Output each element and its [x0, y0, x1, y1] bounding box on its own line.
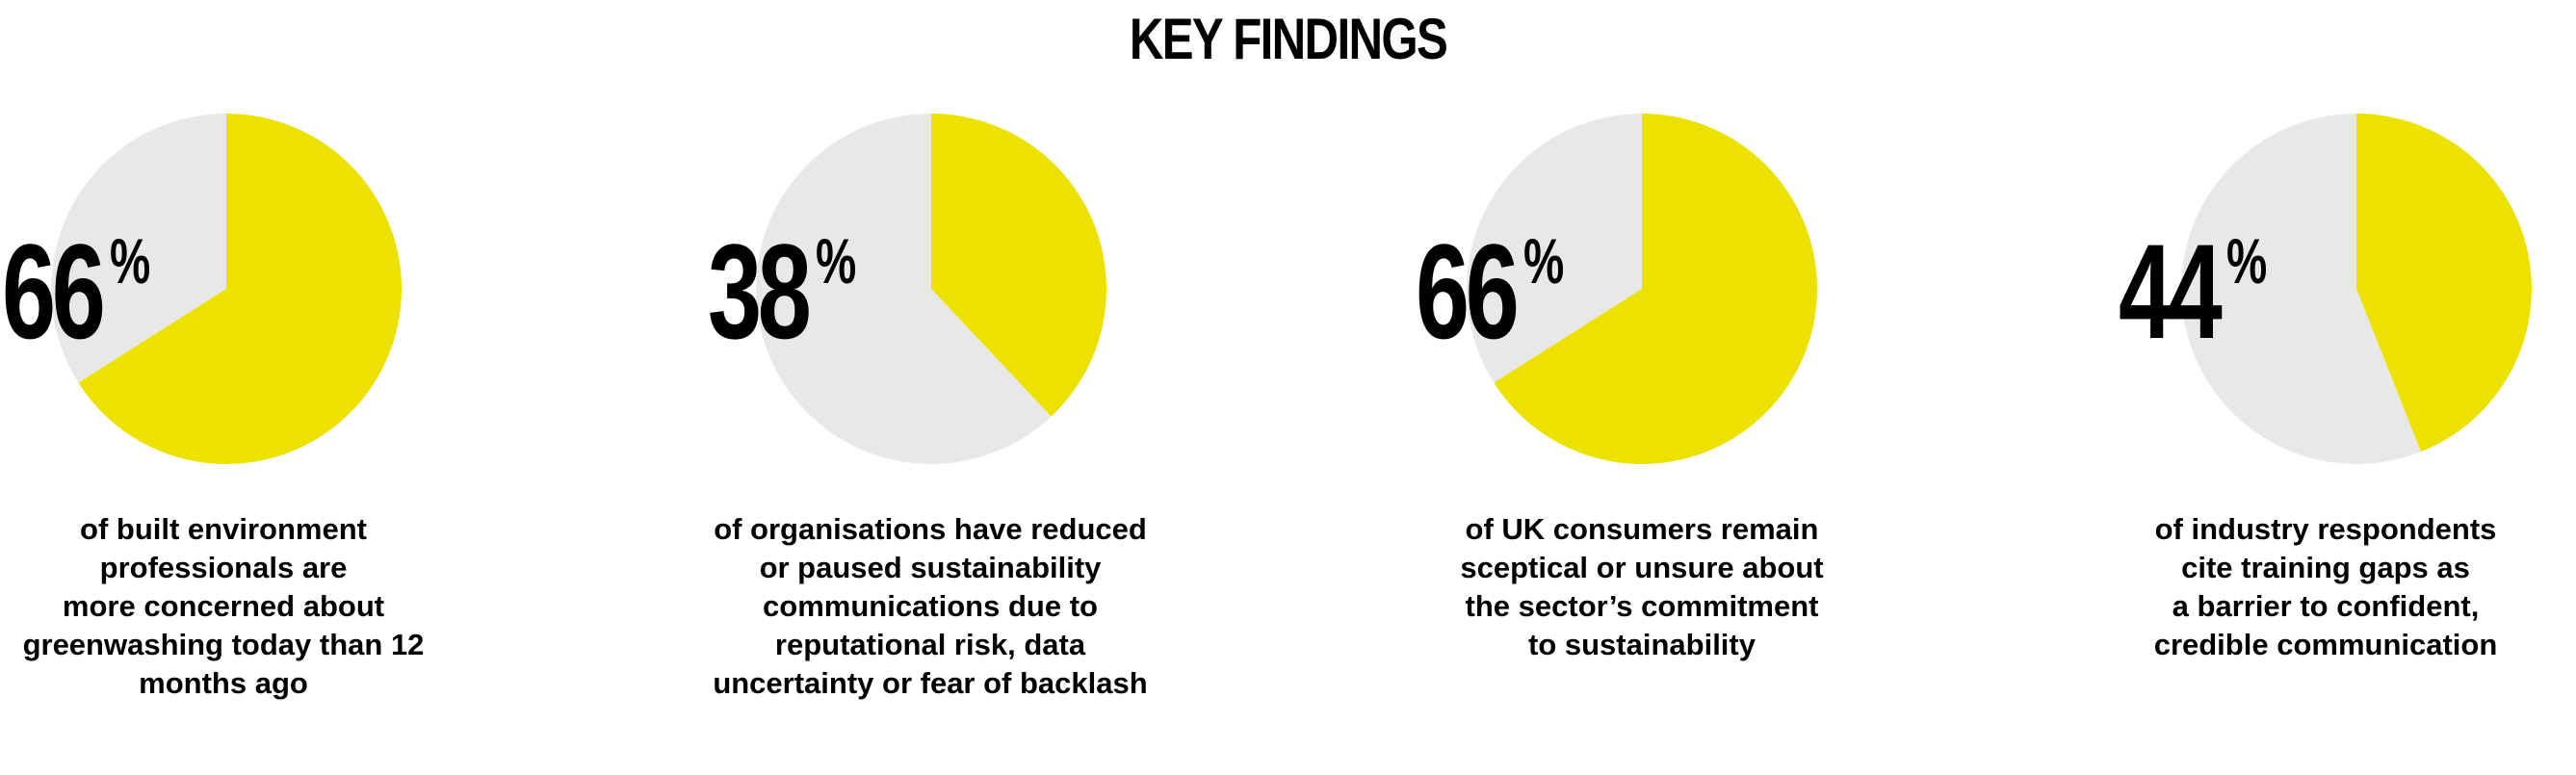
caption-2-line-1: of organisations have reduced: [714, 512, 1147, 546]
caption-3-line-4: to sustainability: [1528, 628, 1756, 661]
pie-slice-remainder: [1466, 114, 1642, 383]
caption-4-line-3: a barrier to confident,: [2172, 589, 2480, 623]
pie-slice-highlight: [78, 114, 402, 464]
pie-slice-highlight: [931, 114, 1106, 417]
caption-1-line-5: months ago: [139, 666, 308, 700]
caption-1-line-2: professionals are: [99, 551, 348, 584]
stat-value-3: 66: [1416, 216, 1520, 367]
caption-4-line-2: cite training gaps as: [2181, 551, 2470, 584]
caption-2-line-2: or paused sustainability: [759, 551, 1102, 584]
pie-slice-highlight: [2356, 114, 2533, 452]
stat-value-4: 44: [2119, 216, 2223, 367]
caption-1-line-1: of built environment: [80, 512, 367, 546]
stat-value-2: 38: [708, 216, 812, 367]
pie-slice-remainder: [755, 114, 1052, 465]
caption-3-line-3: the sector’s commitment: [1465, 589, 1819, 623]
caption-2-line-5: uncertainty or fear of backlash: [713, 666, 1148, 700]
stat-3: 66 %: [1416, 216, 1564, 367]
stat-2: 38 %: [708, 216, 856, 367]
stat-1: 66 %: [2, 216, 150, 367]
caption-3: of UK consumers remain sceptical or unsu…: [1401, 510, 1883, 664]
pie-chart-4: [2181, 114, 2533, 464]
caption-1-line-3: more concerned about: [62, 589, 385, 623]
caption-3-line-2: sceptical or unsure about: [1460, 551, 1824, 584]
caption-1: of built environment professionals are m…: [0, 510, 464, 703]
caption-2-line-3: communications due to: [763, 589, 1098, 623]
pie-chart-1: [50, 114, 402, 464]
pie-slice-highlight: [1494, 114, 1817, 464]
caption-3-line-1: of UK consumers remain: [1465, 512, 1819, 546]
stat-unit-2: %: [816, 225, 857, 297]
stat-unit-4: %: [2226, 225, 2268, 297]
caption-4: of industry respondents cite training ga…: [2085, 510, 2566, 664]
pie-slice-remainder: [2181, 114, 2421, 464]
caption-4-line-1: of industry respondents: [2154, 512, 2497, 546]
pie-slice-remainder: [50, 114, 227, 383]
caption-1-line-4: greenwashing today than 12: [22, 628, 425, 661]
stat-unit-3: %: [1523, 225, 1565, 297]
caption-4-line-4: credible communication: [2153, 628, 2498, 661]
page-title: KEY FINDINGS: [1129, 7, 1448, 71]
stat-4: 44 %: [2119, 216, 2267, 367]
caption-2-line-4: reputational risk, data: [774, 628, 1086, 661]
caption-2: of organisations have reduced or paused …: [690, 510, 1171, 703]
pie-chart-3: [1466, 114, 1817, 464]
pie-chart-2: [755, 114, 1106, 465]
stat-value-1: 66: [2, 216, 106, 367]
stat-unit-1: %: [110, 225, 151, 297]
